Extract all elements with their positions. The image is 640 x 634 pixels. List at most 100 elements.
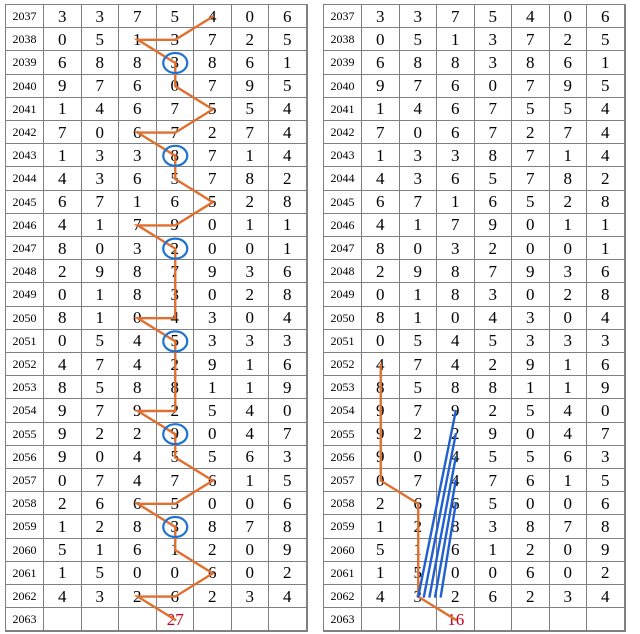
data-cell: 3: [437, 144, 475, 167]
data-cell: 4: [44, 214, 82, 237]
data-cell: 9: [362, 75, 400, 98]
data-cell: 4: [44, 353, 82, 376]
data-cell: 6: [269, 260, 307, 283]
data-cell: 0: [362, 28, 400, 51]
row-label: 2060: [6, 539, 44, 562]
data-cell: 3: [44, 5, 82, 28]
data-cell: 6: [269, 353, 307, 376]
data-cell: 9: [475, 214, 513, 237]
data-cell: 0: [157, 562, 195, 585]
data-cell: 2: [437, 585, 475, 608]
data-cell: 6: [437, 492, 475, 515]
data-cell: 3: [475, 515, 513, 538]
data-cell: 2: [587, 562, 625, 585]
row-label: 2055: [324, 423, 362, 446]
data-cell: 5: [82, 330, 120, 353]
data-cell: 4: [119, 469, 157, 492]
data-cell: 7: [437, 214, 475, 237]
data-cell: 8: [119, 376, 157, 399]
data-cell: 1: [119, 28, 157, 51]
data-cell: 4: [587, 307, 625, 330]
data-cell: 6: [550, 51, 588, 74]
data-cell: 8: [119, 515, 157, 538]
data-cell: 7: [437, 5, 475, 28]
row-label: 2045: [6, 191, 44, 214]
data-cell: 7: [400, 353, 438, 376]
data-cell: 7: [475, 121, 513, 144]
row-label: 2049: [324, 283, 362, 306]
data-cell: 1: [475, 539, 513, 562]
data-cell: 4: [362, 585, 400, 608]
data-cell: 7: [194, 75, 232, 98]
data-cell: 4: [512, 5, 550, 28]
data-cell: 5: [400, 330, 438, 353]
data-cell: 9: [157, 214, 195, 237]
data-cell: 9: [157, 423, 195, 446]
data-cell: 4: [362, 353, 400, 376]
data-cell: 3: [157, 515, 195, 538]
data-cell: 7: [194, 28, 232, 51]
row-label: 2038: [324, 28, 362, 51]
data-cell: 4: [550, 423, 588, 446]
data-cell: 0: [119, 562, 157, 585]
data-cell: 1: [232, 376, 270, 399]
data-cell: 2: [512, 585, 550, 608]
data-cell: 1: [400, 307, 438, 330]
data-cell: 1: [269, 214, 307, 237]
data-cell: 0: [362, 330, 400, 353]
data-cell: 3: [82, 144, 120, 167]
row-label: 2059: [6, 515, 44, 538]
data-cell: 6: [82, 492, 120, 515]
data-cell: 3: [475, 28, 513, 51]
data-cell: 5: [269, 28, 307, 51]
data-cell: 4: [587, 98, 625, 121]
data-cell: 1: [362, 144, 400, 167]
row-label: 2053: [6, 376, 44, 399]
data-cell: 7: [550, 121, 588, 144]
data-cell: 8: [475, 376, 513, 399]
data-cell: 8: [550, 167, 588, 190]
data-cell: 7: [194, 167, 232, 190]
data-cell: 0: [362, 469, 400, 492]
data-cell: 3: [232, 330, 270, 353]
data-cell: 3: [475, 51, 513, 74]
data-cell: 1: [362, 562, 400, 585]
data-cell: 8: [587, 191, 625, 214]
data-cell: 2: [157, 399, 195, 422]
data-cell: [550, 608, 588, 631]
data-cell: 7: [157, 469, 195, 492]
data-cell: 7: [232, 121, 270, 144]
row-label: 2045: [324, 191, 362, 214]
row-label: 2054: [6, 399, 44, 422]
data-cell: 0: [194, 283, 232, 306]
data-cell: 4: [550, 399, 588, 422]
data-cell: [400, 608, 438, 631]
data-cell: 0: [232, 492, 270, 515]
row-label: 2047: [6, 237, 44, 260]
data-cell: 7: [82, 75, 120, 98]
row-label: 2042: [324, 121, 362, 144]
data-cell: 5: [550, 98, 588, 121]
data-cell: 2: [512, 539, 550, 562]
data-cell: 2: [550, 283, 588, 306]
data-cell: [587, 608, 625, 631]
data-cell: 9: [362, 423, 400, 446]
data-cell: 9: [44, 423, 82, 446]
row-label: 2040: [324, 75, 362, 98]
data-cell: 8: [269, 283, 307, 306]
row-label: 2043: [6, 144, 44, 167]
data-cell: 3: [157, 51, 195, 74]
data-cell: 7: [44, 121, 82, 144]
data-cell: 5: [475, 492, 513, 515]
data-cell: 1: [550, 376, 588, 399]
data-cell: 7: [269, 423, 307, 446]
data-cell: 4: [475, 307, 513, 330]
row-label: 2053: [324, 376, 362, 399]
data-cell: 3: [550, 585, 588, 608]
data-cell: 1: [550, 353, 588, 376]
data-cell: 7: [400, 399, 438, 422]
data-cell: 8: [362, 307, 400, 330]
data-cell: 2: [157, 353, 195, 376]
row-label: 2037: [6, 5, 44, 28]
row-label: 2041: [324, 98, 362, 121]
